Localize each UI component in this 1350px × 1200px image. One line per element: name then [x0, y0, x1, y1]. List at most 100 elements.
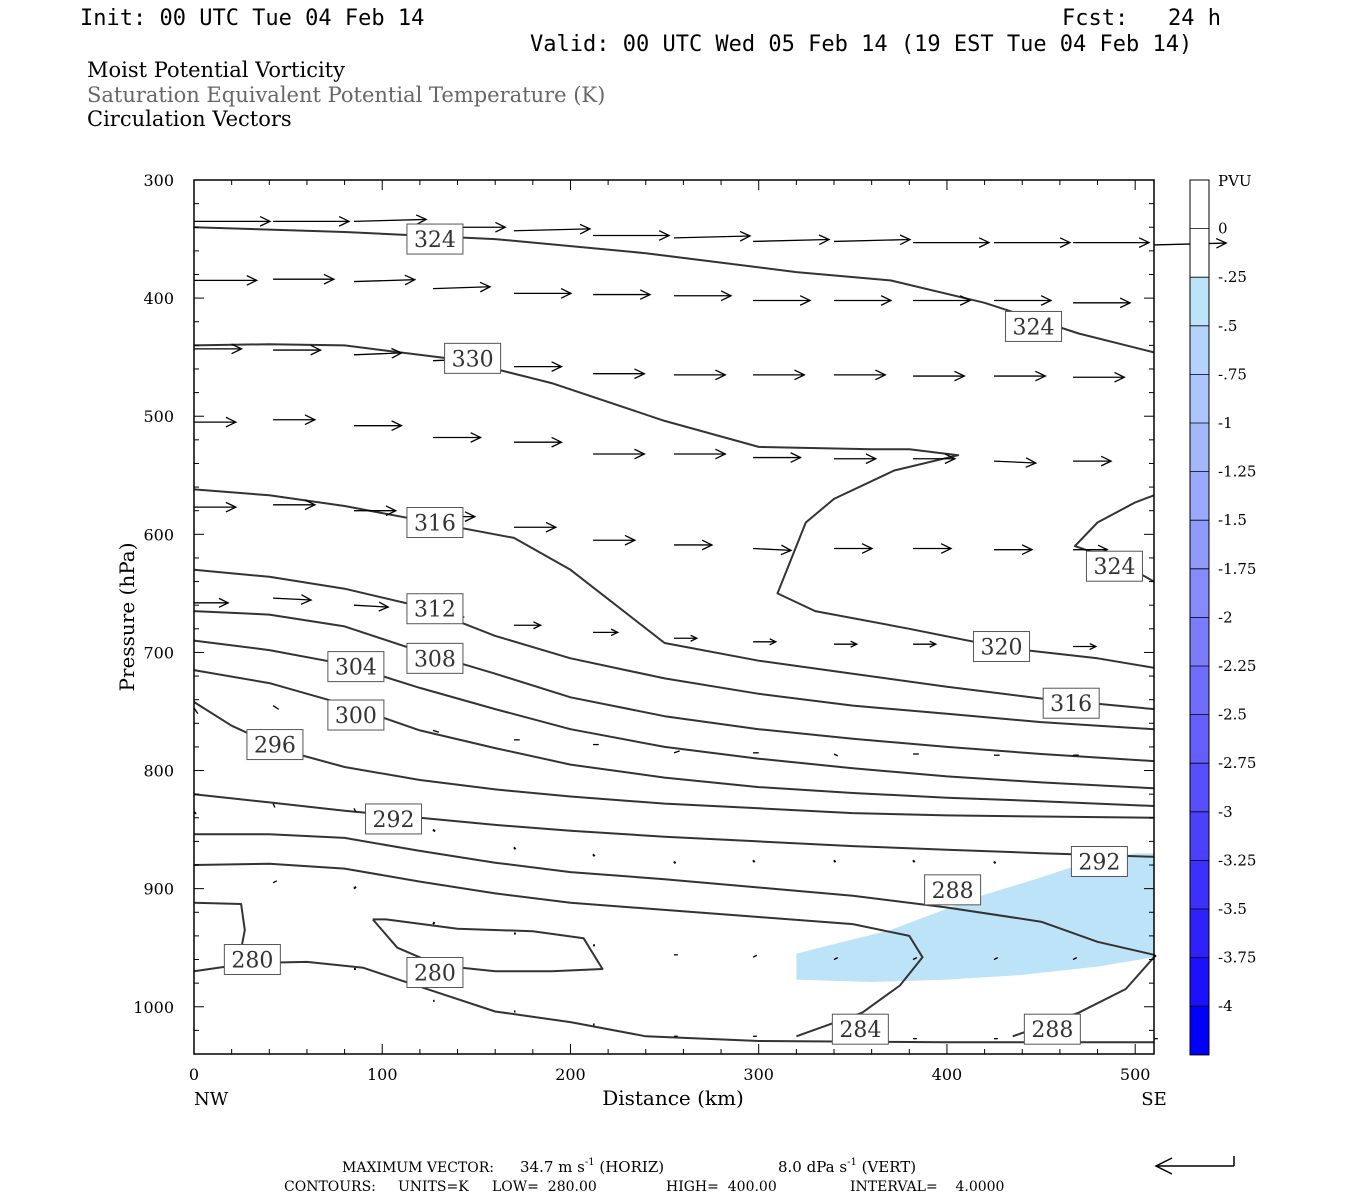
y-tick-label-2: 500 — [143, 407, 174, 426]
vector-35 — [994, 370, 1047, 382]
vector-9 — [913, 237, 991, 248]
colorbar-label-10: -2.5 — [1218, 706, 1247, 724]
contour-label-9: 316 — [1042, 687, 1100, 719]
axis-ticks: 0 100 200 300 400 500 300 400 500 600 700 800 900 100… — [133, 171, 1154, 1084]
title-vectors: Circulation Vectors — [87, 107, 292, 131]
vector-36 — [1073, 371, 1126, 383]
colorbar-swatch-0 — [1190, 180, 1209, 230]
vector-41 — [514, 436, 563, 448]
contour-label-layer: 324 324 330 316 324 312 308 304 320 316 300 296 292 2… — [223, 223, 1143, 1045]
vector-10 — [994, 237, 1072, 248]
vector-67 — [674, 634, 699, 642]
vector-37 — [194, 416, 238, 428]
contour-292-9 — [193, 793, 1155, 858]
contours-label: CONTOURS: — [284, 1179, 376, 1195]
vector-43 — [674, 448, 727, 460]
contour-label-10: 300 — [327, 699, 385, 731]
vector-33 — [834, 369, 887, 381]
vector-40 — [433, 432, 483, 443]
vector-46 — [913, 453, 957, 465]
colorbar-label-4: -1 — [1218, 414, 1233, 432]
vector-87 — [432, 828, 436, 833]
nw-end-label: NW — [194, 1089, 229, 1110]
vector-29 — [514, 361, 563, 372]
vector-63 — [353, 601, 390, 612]
colorbar-label-8: -2 — [1218, 608, 1233, 626]
svg-text:284: 284 — [839, 1018, 881, 1043]
svg-text:316: 316 — [414, 512, 456, 537]
x-tick-label-0: 0 — [189, 1065, 199, 1084]
y-tick-label-5: 800 — [143, 762, 174, 781]
reference-vector-arrow — [1154, 1156, 1235, 1175]
contours-units: UNITS=K — [398, 1179, 469, 1195]
vert-tail: (VERT) — [857, 1158, 916, 1176]
contour-label-1: 324 — [1005, 310, 1063, 342]
vector-105 — [1072, 957, 1078, 961]
vector-38 — [273, 414, 317, 426]
vector-32 — [753, 369, 806, 381]
contour-label-17: 284 — [831, 1013, 889, 1045]
vector-17 — [514, 288, 573, 299]
x-tick-label-3: 300 — [743, 1065, 774, 1084]
vector-51 — [354, 505, 398, 517]
contour-label-16: 280 — [406, 957, 464, 989]
colorbar-label-9: -2.25 — [1218, 657, 1256, 675]
colorbar-label-3: -.75 — [1218, 365, 1247, 383]
colorbar-label-2: -.5 — [1218, 317, 1237, 335]
contours-high: HIGH= 400.00 — [666, 1179, 777, 1195]
y-tick-label-1: 400 — [143, 289, 174, 308]
contour-316-2 — [193, 488, 1155, 711]
vector-58 — [913, 543, 953, 554]
colorbar-swatch-2 — [1190, 277, 1209, 327]
colorbar-label-7: -1.75 — [1218, 560, 1256, 578]
pv-fill-layer — [796, 853, 1154, 982]
vector-94 — [993, 860, 997, 865]
vector-21 — [834, 295, 893, 306]
colorbar-swatch-15 — [1190, 909, 1209, 959]
svg-text:292: 292 — [373, 808, 415, 833]
contour-label-5: 312 — [406, 593, 464, 625]
vert-sup: -1 — [847, 1157, 857, 1168]
colorbar-swatch-5 — [1190, 423, 1209, 473]
svg-text:288: 288 — [932, 879, 974, 904]
contour-284-11 — [193, 862, 924, 1038]
contour-280-12 — [193, 960, 1154, 1044]
vector-54 — [593, 534, 637, 546]
colorbar-swatch-13 — [1190, 811, 1209, 861]
vector-93 — [912, 859, 916, 863]
contour-308-5 — [193, 610, 1155, 763]
svg-text:330: 330 — [452, 347, 494, 372]
colorbar-label-12: -3 — [1218, 803, 1233, 821]
svg-text:300: 300 — [335, 704, 377, 729]
colorbar-swatch-11 — [1190, 714, 1209, 764]
colorbar-label-16: -4 — [1218, 997, 1233, 1015]
vector-89 — [592, 853, 596, 857]
vector-75 — [432, 729, 439, 733]
svg-text:280: 280 — [231, 949, 273, 974]
svg-text:316: 316 — [1050, 692, 1092, 717]
y-tick-label-6: 900 — [143, 880, 174, 899]
vector-16 — [433, 281, 492, 293]
colorbar-label-14: -3.5 — [1218, 900, 1247, 918]
colorbar-swatch-8 — [1190, 568, 1209, 618]
vector-19 — [674, 290, 733, 302]
svg-text:304: 304 — [335, 656, 377, 681]
svg-text:308: 308 — [414, 647, 456, 672]
vector-26 — [273, 344, 323, 356]
contour-312-4 — [193, 568, 1155, 731]
colorbar-swatch-1 — [1190, 228, 1209, 278]
colorbar-swatch-12 — [1190, 763, 1209, 813]
vector-4 — [513, 223, 592, 235]
colorbar-swatch-7 — [1190, 520, 1209, 570]
max-vector-vert: 8.0 dPa s-1 (VERT) — [778, 1157, 916, 1176]
fcst-label: Fcst: 24 h — [1062, 6, 1221, 31]
vector-18 — [593, 289, 652, 300]
vector-45 — [834, 453, 878, 465]
colorbar-swatch-17 — [1190, 1006, 1209, 1056]
vector-62 — [273, 594, 313, 605]
svg-text:288: 288 — [1031, 1018, 1073, 1043]
vector-53 — [514, 521, 558, 533]
y-tick-label-3: 600 — [143, 525, 174, 544]
contours-low: LOW= 280.00 — [492, 1179, 597, 1195]
vector-42 — [593, 448, 646, 460]
